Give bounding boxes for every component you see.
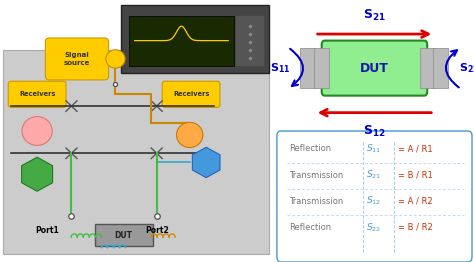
Text: Transmission: Transmission [289,197,343,206]
Text: Transmission: Transmission [289,171,343,179]
Text: $S_{21}$: $S_{21}$ [366,169,382,181]
Circle shape [176,122,203,148]
Text: Signal
source: Signal source [64,52,90,66]
Text: R2: R2 [185,132,195,138]
Text: B: B [202,157,210,167]
FancyBboxPatch shape [3,50,269,254]
FancyBboxPatch shape [46,38,109,80]
Text: = A / R2: = A / R2 [398,197,433,206]
FancyBboxPatch shape [314,48,328,88]
FancyBboxPatch shape [8,81,66,107]
Text: Receivers: Receivers [173,91,209,97]
FancyBboxPatch shape [300,48,315,88]
FancyBboxPatch shape [277,131,472,262]
Text: = B / R1: = B / R1 [398,171,433,179]
Text: DUT: DUT [360,62,389,75]
Text: $S_{22}$: $S_{22}$ [366,221,382,234]
Text: Port2: Port2 [145,226,169,235]
Text: $\mathbf{S_{12}}$: $\mathbf{S_{12}}$ [363,123,386,139]
Circle shape [22,117,52,145]
Text: R1: R1 [32,127,43,135]
Text: Port1: Port1 [35,226,59,235]
Circle shape [106,50,125,68]
FancyBboxPatch shape [433,48,448,88]
FancyBboxPatch shape [162,81,220,107]
FancyBboxPatch shape [121,5,269,73]
Text: = A / R1: = A / R1 [398,144,433,153]
FancyBboxPatch shape [420,48,435,88]
Text: $\mathbf{S_{21}}$: $\mathbf{S_{21}}$ [363,8,386,23]
Text: $\mathbf{S_{22}}$: $\mathbf{S_{22}}$ [459,61,474,75]
Text: $\mathbf{S_{11}}$: $\mathbf{S_{11}}$ [270,61,290,75]
Text: = B / R2: = B / R2 [398,223,433,232]
Text: $S_{11}$: $S_{11}$ [366,143,382,155]
Text: Reflection: Reflection [289,223,331,232]
Text: A: A [33,169,41,179]
FancyBboxPatch shape [237,16,264,66]
Text: Receivers: Receivers [19,91,55,97]
Text: DUT: DUT [115,231,133,239]
FancyBboxPatch shape [95,224,153,246]
Text: $S_{12}$: $S_{12}$ [366,195,382,208]
FancyBboxPatch shape [129,16,234,66]
FancyBboxPatch shape [322,41,427,96]
Text: Reflection: Reflection [289,144,331,153]
